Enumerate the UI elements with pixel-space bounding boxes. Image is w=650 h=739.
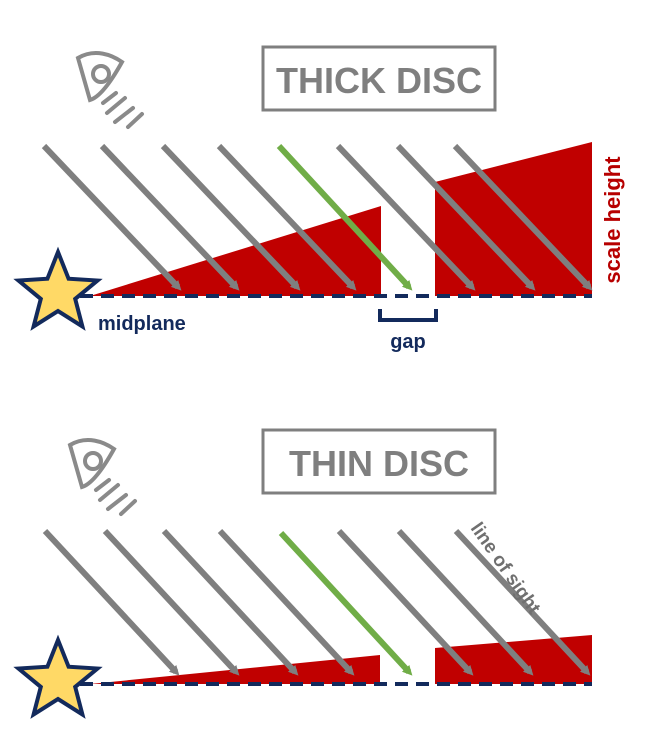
- thick-disc-panel: THICK DISC midplane gap scale height: [13, 45, 625, 353]
- thick-green-ray: [276, 143, 413, 291]
- thick-ray: [99, 143, 240, 291]
- thick-disc-outer-wedge: [435, 142, 592, 296]
- midplane-label: midplane: [98, 313, 186, 335]
- thin-disc-outer-wedge: [435, 635, 592, 684]
- thick-title: THICK DISC: [276, 60, 482, 101]
- thin-ray: [42, 528, 180, 676]
- thick-title-box: [261, 45, 497, 112]
- eye-icon: [67, 438, 137, 516]
- thick-ray: [216, 143, 357, 291]
- thin-ray: [161, 528, 299, 676]
- eye-icon: [75, 51, 144, 129]
- thin-disc-panel: THIN DISC line of sight: [13, 428, 592, 719]
- thin-title-box: [261, 428, 497, 495]
- thin-ray: [217, 528, 355, 676]
- line-of-sight-label: line of sight: [466, 519, 545, 619]
- thin-ray: [453, 528, 591, 676]
- star-icon: [13, 634, 103, 719]
- thin-ray: [102, 528, 240, 676]
- scale-height-label: scale height: [600, 156, 625, 284]
- gap-label: gap: [390, 331, 426, 353]
- thick-ray: [395, 143, 536, 291]
- thick-ray: [41, 143, 182, 291]
- thin-ray: [396, 528, 534, 676]
- thin-ray: [336, 528, 474, 676]
- thick-ray: [160, 143, 301, 291]
- thick-rays: [41, 143, 593, 291]
- thin-rays: [42, 528, 591, 676]
- thick-ray: [335, 143, 476, 291]
- gap-bracket: [378, 309, 438, 322]
- thin-green-ray: [278, 530, 413, 676]
- star-icon: [13, 246, 103, 331]
- thick-ray: [452, 143, 593, 291]
- thin-title: THIN DISC: [289, 443, 469, 484]
